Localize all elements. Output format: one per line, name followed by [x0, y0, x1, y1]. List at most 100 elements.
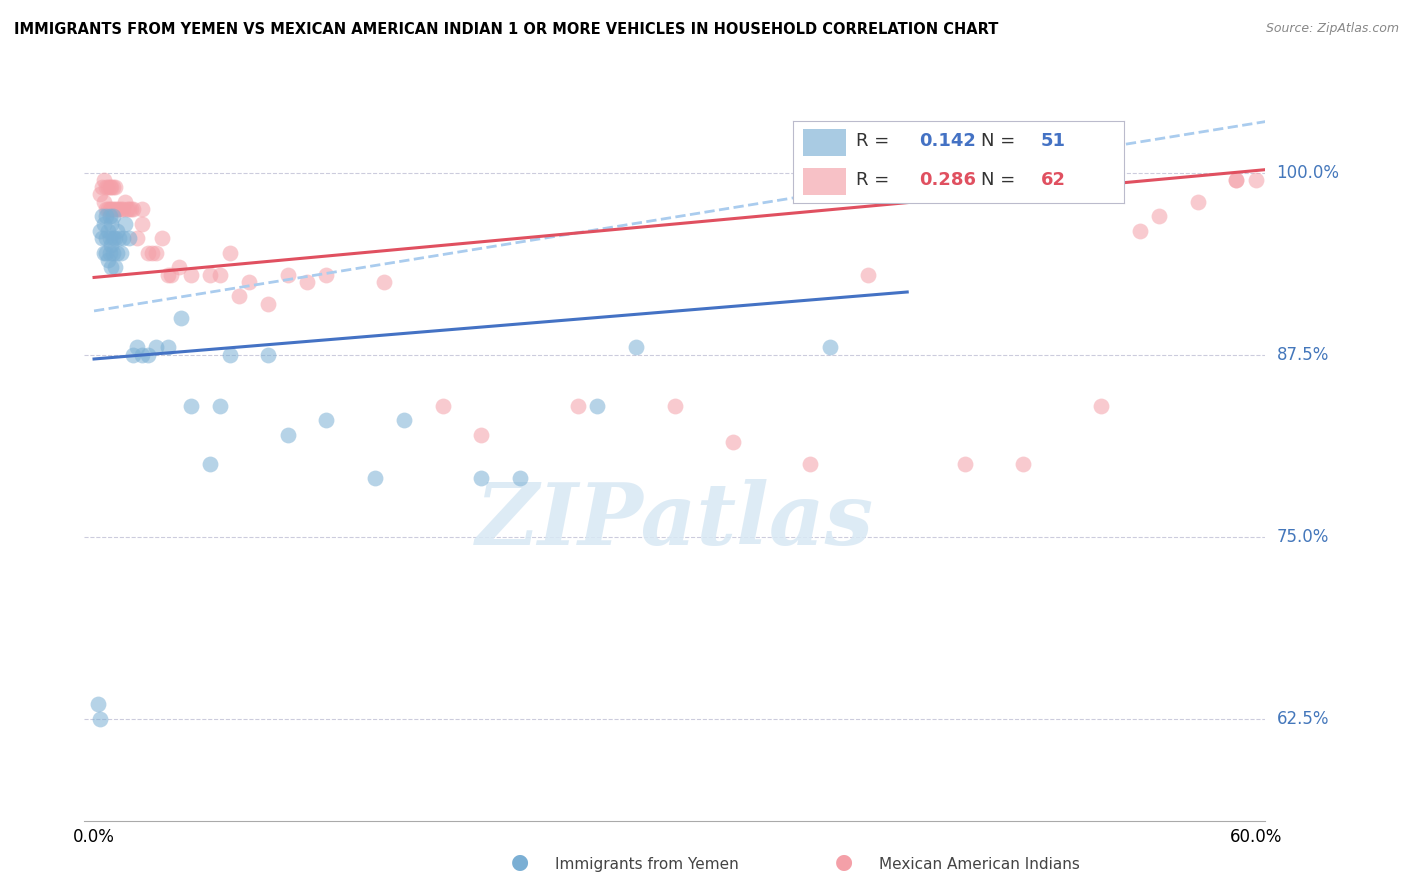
Point [1090, 399, 1112, 413]
Point [103, 202, 125, 216]
Point [90, 231, 112, 245]
Point [94, 209, 117, 223]
Point [118, 231, 141, 245]
Point [93, 194, 115, 209]
Point [218, 348, 240, 362]
Point [105, 245, 128, 260]
Point [295, 275, 318, 289]
Point [432, 399, 454, 413]
Point [567, 399, 589, 413]
Point [94, 180, 117, 194]
Point [131, 202, 153, 216]
Point [93, 245, 115, 260]
Point [104, 231, 127, 245]
Point [103, 231, 125, 245]
Point [97, 202, 120, 216]
Point [1225, 173, 1247, 187]
Text: 87.5%: 87.5% [1277, 345, 1329, 364]
Point [89, 224, 111, 238]
Point [470, 427, 492, 442]
Point [257, 348, 280, 362]
Point [170, 311, 193, 326]
Point [89, 187, 111, 202]
Text: ●: ● [835, 853, 852, 872]
Point [1012, 457, 1035, 471]
Point [104, 180, 127, 194]
Point [392, 413, 415, 427]
Text: Source: ZipAtlas.com: Source: ZipAtlas.com [1265, 22, 1399, 36]
Point [624, 340, 647, 354]
Point [799, 457, 821, 471]
Point [238, 275, 260, 289]
Point [218, 245, 240, 260]
Point [121, 202, 143, 216]
Text: 100.0%: 100.0% [1277, 163, 1340, 182]
Point [98, 209, 121, 223]
Point [114, 217, 136, 231]
Point [104, 260, 127, 275]
Point [98, 180, 121, 194]
Point [112, 231, 135, 245]
Text: ZIPatlas: ZIPatlas [475, 479, 875, 563]
Point [167, 260, 190, 275]
Point [180, 399, 202, 413]
Point [105, 224, 128, 238]
Text: ●: ● [512, 853, 529, 872]
Point [105, 202, 128, 216]
Point [131, 348, 153, 362]
Point [228, 289, 250, 303]
Point [858, 268, 880, 282]
Point [125, 340, 148, 354]
Point [721, 435, 744, 450]
Point [156, 268, 179, 282]
Text: IMMIGRANTS FROM YEMEN VS MEXICAN AMERICAN INDIAN 1 OR MORE VEHICLES IN HOUSEHOLD: IMMIGRANTS FROM YEMEN VS MEXICAN AMERICA… [14, 22, 998, 37]
Point [89, 712, 111, 726]
Point [586, 399, 609, 413]
Point [90, 180, 112, 194]
Point [145, 340, 167, 354]
Point [93, 217, 115, 231]
Point [208, 399, 231, 413]
Point [200, 268, 222, 282]
Point [110, 245, 132, 260]
Point [112, 202, 135, 216]
Point [208, 268, 231, 282]
Point [1244, 173, 1267, 187]
Point [100, 180, 122, 194]
Point [103, 245, 125, 260]
Point [180, 268, 202, 282]
Point [94, 202, 117, 216]
Point [1128, 224, 1150, 238]
Point [955, 457, 977, 471]
Point [108, 231, 131, 245]
Point [121, 348, 143, 362]
Point [110, 202, 132, 216]
Point [364, 471, 387, 485]
Point [97, 252, 120, 267]
Point [1147, 209, 1170, 223]
Point [104, 202, 127, 216]
Point [98, 245, 121, 260]
Point [141, 245, 163, 260]
Point [100, 238, 122, 252]
Point [257, 296, 280, 310]
Point [315, 413, 337, 427]
Point [97, 224, 120, 238]
Point [136, 348, 159, 362]
Point [90, 209, 112, 223]
Point [156, 340, 179, 354]
Point [94, 245, 117, 260]
Point [125, 231, 148, 245]
Point [470, 471, 492, 485]
Text: Mexican American Indians: Mexican American Indians [879, 857, 1080, 872]
Point [131, 217, 153, 231]
Point [98, 231, 121, 245]
Point [108, 202, 131, 216]
Point [818, 340, 841, 354]
Text: Immigrants from Yemen: Immigrants from Yemen [555, 857, 740, 872]
Text: 75.0%: 75.0% [1277, 528, 1329, 546]
Point [94, 231, 117, 245]
Point [1225, 173, 1247, 187]
Point [373, 275, 395, 289]
Point [98, 202, 121, 216]
